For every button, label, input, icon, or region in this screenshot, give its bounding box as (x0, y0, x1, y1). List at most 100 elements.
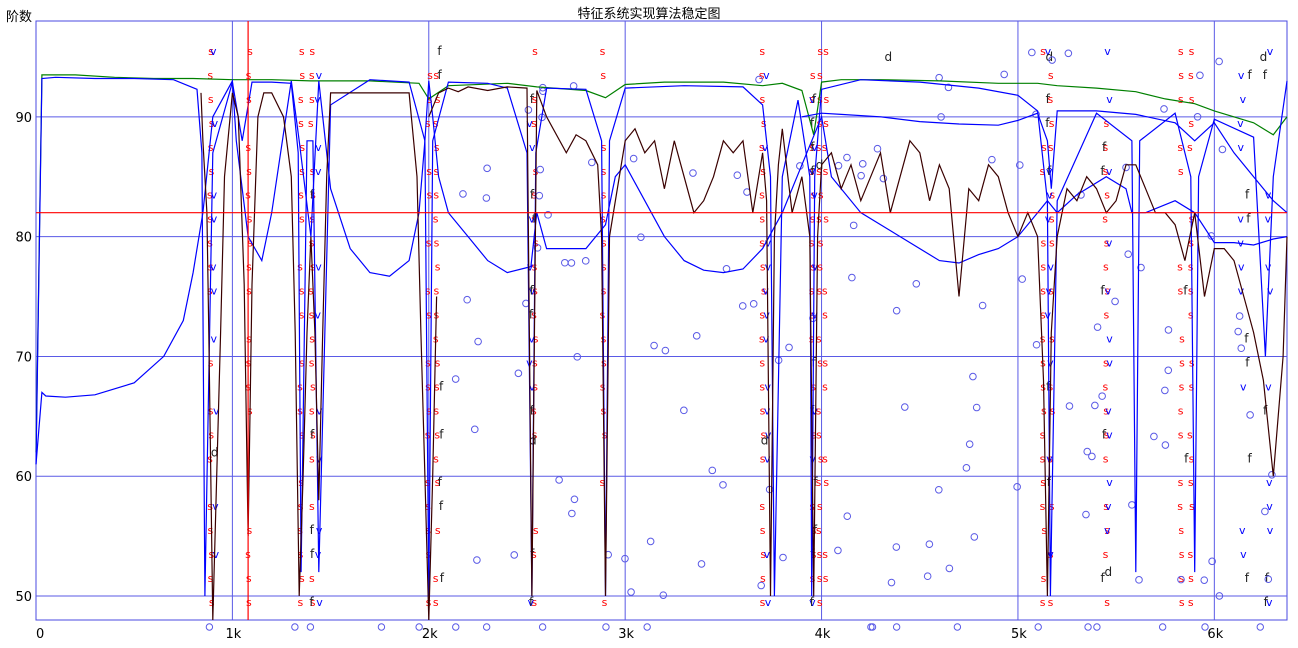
stable-v-marker: v (1047, 261, 1054, 274)
stable-s-marker: s (299, 309, 305, 322)
stable-v-marker: v (1239, 524, 1246, 537)
stable-v-marker: v (1265, 213, 1272, 226)
unstable-o-marker (978, 301, 987, 310)
stable-f-marker: f (810, 140, 815, 154)
stable-v-marker: v (1106, 237, 1113, 250)
stable-s-marker: s (1041, 141, 1047, 154)
stable-v-marker: v (526, 117, 533, 130)
stable-s-marker: s (816, 141, 822, 154)
stable-s-marker: s (433, 69, 439, 82)
unstable-o-marker (1091, 401, 1099, 410)
stable-s-marker: s (427, 93, 433, 106)
stable-s-marker: s (1187, 141, 1193, 154)
axis-o-marker (867, 623, 875, 631)
stable-s-marker: s (1040, 309, 1046, 322)
stable-s-marker: s (817, 69, 823, 82)
stable-s-marker: s (433, 189, 439, 202)
unstable-o-marker (719, 481, 727, 489)
unstable-o-marker (573, 353, 582, 361)
stable-v-marker: v (765, 237, 772, 250)
stable-s-marker: s (823, 165, 829, 178)
stable-v-marker: v (763, 332, 770, 345)
stable-f-marker: f (1263, 403, 1268, 417)
stable-s-marker: s (246, 285, 252, 298)
stable-v-marker: v (809, 93, 816, 106)
unstable-o-marker (944, 83, 953, 92)
stable-s-marker: s (601, 285, 607, 298)
stable-s-marker: s (1041, 572, 1047, 585)
stable-s-marker: s (532, 380, 538, 393)
unstable-o-marker (1200, 576, 1209, 584)
unstable-o-marker (843, 512, 852, 521)
stable-v-marker: v (1265, 380, 1272, 393)
stable-d-marker: d (211, 445, 219, 459)
stable-s-marker: s (1049, 117, 1055, 130)
x-tick-label: 1k (225, 627, 241, 642)
stable-v-marker: v (1265, 261, 1272, 274)
stable-s-marker: s (759, 309, 765, 322)
stable-v-marker: v (1104, 45, 1111, 58)
stable-s-marker: s (809, 93, 815, 106)
stable-s-marker: s (811, 428, 817, 441)
stable-s-marker: s (601, 141, 607, 154)
unstable-o-marker (965, 440, 974, 448)
stable-s-marker: s (309, 572, 315, 585)
stable-s-marker: s (817, 45, 823, 58)
stable-v-marker: v (315, 261, 322, 274)
stable-s-marker: s (760, 596, 766, 609)
stable-s-marker: s (1177, 261, 1183, 274)
x-tick-label: 5k (1011, 627, 1027, 642)
stable-v-marker: v (1105, 500, 1112, 513)
unstable-o-marker (934, 485, 943, 494)
stable-s-marker: s (207, 237, 213, 250)
stable-s-marker: s (309, 452, 315, 465)
stable-f-marker: f (530, 188, 535, 202)
stable-s-marker: s (1104, 189, 1110, 202)
stable-s-marker: s (823, 213, 829, 226)
axis-o-marker (482, 623, 491, 631)
stable-s-marker: s (817, 500, 823, 513)
stable-s-marker: s (532, 45, 538, 58)
stable-s-marker: s (602, 596, 608, 609)
stable-s-marker: s (309, 45, 315, 58)
stable-v-marker: v (211, 213, 218, 226)
stable-s-marker: s (600, 213, 606, 226)
stable-s-marker: s (759, 141, 765, 154)
stable-s-marker: s (601, 189, 607, 202)
axis-o-marker (377, 623, 386, 631)
stable-s-marker: s (1049, 237, 1055, 250)
stable-f-marker: f (813, 523, 818, 537)
stable-s-marker: s (297, 261, 303, 274)
stable-s-marker: s (532, 93, 538, 106)
x-tick-label: 3k (618, 627, 634, 642)
stable-s-marker: s (817, 548, 823, 561)
stable-v-marker: v (1237, 117, 1244, 130)
stable-v-marker: v (811, 404, 818, 417)
stable-s-marker: s (817, 93, 823, 106)
unstable-o-marker (1150, 432, 1158, 441)
stable-s-marker: s (532, 356, 538, 369)
stable-s-marker: s (1103, 500, 1109, 513)
stable-v-marker: v (1105, 404, 1112, 417)
stable-s-marker: s (207, 500, 213, 513)
stable-f-marker: f (1245, 355, 1250, 369)
stable-s-marker: s (435, 261, 441, 274)
y-tick-label: 80 (15, 231, 32, 246)
stable-s-marker: s (760, 524, 766, 537)
stable-s-marker: s (822, 285, 828, 298)
stable-v-marker: v (212, 117, 219, 130)
stable-s-marker: s (1103, 309, 1109, 322)
stable-s-marker: s (298, 117, 304, 130)
stable-s-marker: s (1040, 452, 1046, 465)
stable-v-marker: v (1045, 45, 1052, 58)
stable-f-marker: f (1264, 595, 1269, 609)
stable-s-marker: s (822, 141, 828, 154)
stable-s-marker: s (1103, 452, 1109, 465)
stable-s-marker: s (759, 356, 765, 369)
unstable-o-marker (1083, 447, 1092, 456)
stable-s-marker: s (208, 428, 214, 441)
stable-s-marker: s (1179, 356, 1185, 369)
unstable-o-marker (1098, 392, 1106, 400)
unstable-o-marker (834, 546, 842, 555)
stable-s-marker: s (1188, 261, 1194, 274)
